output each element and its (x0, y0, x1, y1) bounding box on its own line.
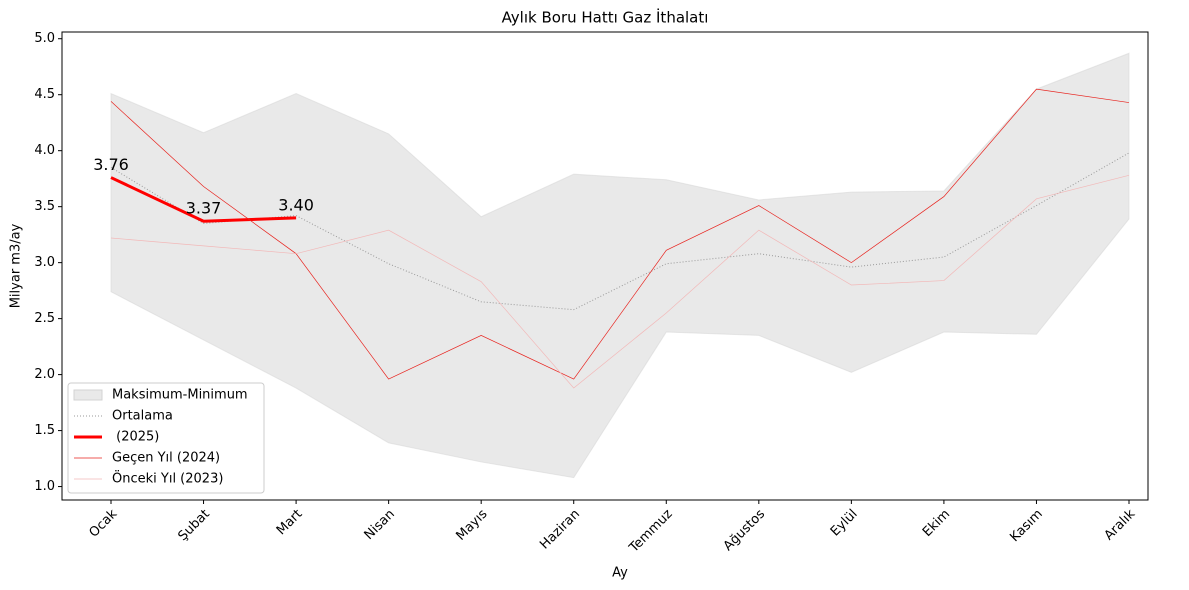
y-tick-label: 2.5 (34, 311, 55, 326)
range-band (110, 52, 1130, 479)
y-tick-label: 5.0 (34, 31, 55, 46)
x-tick-label: Ağustos (721, 507, 769, 555)
legend-label: Maksimum-Minimum (112, 388, 248, 403)
y-tick-label: 4.5 (34, 87, 55, 102)
y-tick-label: 3.5 (34, 199, 55, 214)
value-label: 3.40 (278, 195, 314, 214)
legend-swatch (73, 389, 103, 401)
x-axis-label: Ay (612, 566, 628, 581)
value-label: 3.37 (186, 199, 222, 218)
legend-label: Önceki Yıl (2023) (112, 470, 223, 487)
y-tick-label: 4.0 (34, 143, 55, 158)
x-tick-label: Aralık (1102, 506, 1139, 543)
y-tick-label: 1.0 (34, 479, 55, 494)
y-tick-label: 3.0 (34, 255, 55, 270)
plot-frame (61, 31, 1149, 501)
y-axis-label: Milyar m3/ay (9, 223, 24, 308)
x-tick-label: Eylül (828, 507, 861, 540)
chart-title: Aylık Boru Hattı Gaz İthalatı (502, 8, 709, 27)
legend-box (67, 382, 265, 494)
x-tick-label: Ocak (86, 506, 120, 540)
x-tick-label: Şubat (176, 507, 213, 544)
value-label: 3.76 (93, 155, 129, 174)
line (110, 152, 1130, 311)
legend-label: (2025) (112, 430, 159, 445)
y-tick-label: 2.0 (34, 367, 55, 382)
x-tick-label: Nisan (362, 507, 398, 543)
x-tick-label: Mart (274, 507, 306, 539)
line (110, 174, 1130, 389)
line (110, 88, 1130, 380)
line (110, 176, 297, 223)
x-tick-label: Kasım (1007, 507, 1045, 545)
legend-label: Geçen Yıl (2024) (112, 451, 220, 466)
x-tick-label: Mayıs (454, 507, 491, 544)
y-tick-label: 1.5 (34, 423, 55, 438)
x-tick-label: Ekim (920, 507, 953, 540)
legend-label: Ortalama (112, 409, 173, 424)
x-tick-label: Haziran (537, 507, 583, 553)
x-tick-label: Temmuz (626, 507, 676, 557)
